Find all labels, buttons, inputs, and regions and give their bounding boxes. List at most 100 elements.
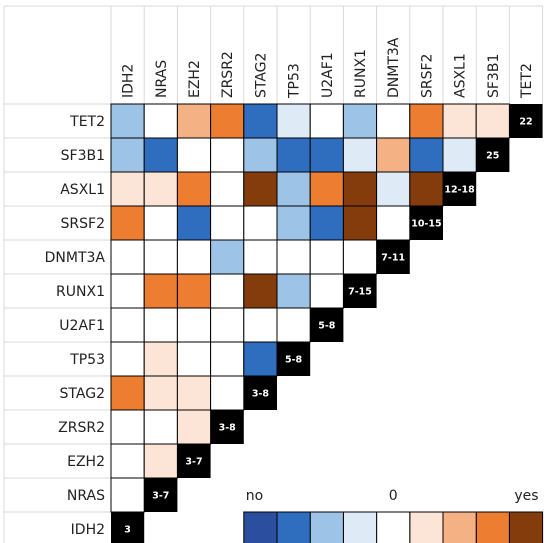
column-label: TET2 [519,63,535,99]
heatmap-cell [143,239,178,275]
legend-label-low: no [246,488,263,504]
legend-swatch [409,511,444,543]
heatmap-cell [409,137,444,173]
heatmap-cell [143,103,178,139]
legend-swatch [309,511,344,543]
heatmap-cell [243,341,278,377]
legend-swatch [342,511,378,543]
heatmap-cell [110,477,145,513]
diagonal-label: 7-15 [348,287,372,298]
heatmap-cell [276,205,311,241]
row-label: STAG2 [60,386,105,402]
heatmap-cell [176,307,212,343]
heatmap-cell [176,171,212,207]
heatmap-cell [309,239,344,275]
legend-swatch [376,511,411,543]
row-label: SF3B1 [61,148,105,164]
heatmap-cell [110,375,145,411]
column-label: SF3B1 [486,54,502,98]
column-label: EZH2 [187,60,203,98]
diagonal-label: 22 [519,117,532,128]
diagonal-label: 12-18 [444,185,475,196]
row-label: TP53 [69,352,105,368]
heatmap-cell [210,171,245,207]
diagonal-cell [343,274,377,308]
legend-swatch [442,511,477,543]
heatmap-cell [176,239,212,275]
heatmap-cell [243,239,278,275]
legend-label-high: yes [514,488,538,504]
heatmap-cell [243,307,278,343]
heatmap-cell [110,307,145,343]
heatmap-cell [342,103,378,139]
diagonal-label: 3-7 [185,457,202,468]
heatmap-cell [143,171,178,207]
legend-swatch [243,511,278,543]
diagonal-cell [509,104,543,138]
diagonal-label: 5-8 [285,355,303,366]
heatmap-cell [176,205,212,241]
diagonal-label: 3-8 [252,389,270,400]
heatmap-cell [276,273,311,309]
heatmap-cell [376,171,411,207]
diagonal-label: 3-8 [219,423,237,434]
diagonal-cell [443,172,477,206]
legend-swatch [475,511,510,543]
diagonal-label: 25 [486,151,499,162]
diagonal-label: 7-11 [381,253,405,264]
heatmap-cell [376,137,411,173]
heatmap-cell [176,341,212,377]
heatmap-cell [342,137,378,173]
heatmap-cell [210,375,245,411]
heatmap-cell [276,239,311,275]
row-label: RUNX1 [56,284,105,300]
heatmap-cell [176,409,212,445]
heatmap-cell [243,205,278,241]
row-label: IDH2 [71,522,105,538]
column-label: NRAS [154,60,170,98]
heatmap-cell [342,205,378,241]
heatmap-cell [110,409,145,445]
heatmap-cell [143,307,178,343]
heatmap-cell [243,137,278,173]
heatmap-cell [243,103,278,139]
heatmap-cell [176,375,212,411]
heatmap-cell [143,137,178,173]
diagonal-cell [144,478,178,512]
outer-grid [3,5,544,543]
heatmap-cell [342,171,378,207]
column-label: TP53 [287,63,303,99]
heatmap-cell [176,273,212,309]
heatmap-cell [376,103,411,139]
heatmap-cell [143,409,178,445]
column-label: IDH2 [121,64,137,98]
column-label: DNMT3A [386,37,402,98]
heatmap-cell [276,307,311,343]
diagonal-cell [243,376,277,410]
heatmap-cell [442,137,477,173]
heatmap-cell [110,273,145,309]
diagonal-cell [177,444,211,478]
heatmap-cell [309,171,344,207]
diagonal-cell [210,410,244,444]
column-label: RUNX1 [353,49,369,98]
diagonal-cells: 22 25 12-18 10-15 7-11 7-15 5-8 5-8 3-8 3-8 3-7 3-7… [111,104,543,543]
heatmap-cell [176,103,212,139]
heatmap-cell [342,239,378,275]
heatmap-cell [110,137,145,173]
heatmap-cell [210,239,245,275]
diagonal-cell [277,342,311,376]
heatmap-cell [309,273,344,309]
heatmap-cell [210,137,245,173]
diagonal-label: 3 [124,525,131,536]
heatmap-cell [143,443,178,479]
column-label: SRSF2 [419,54,435,98]
heatmap-cell [143,273,178,309]
heatmap-cell [210,103,245,139]
row-labels: TET2 SF3B1 ASXL1 SRSF2 DNMT3A RUNX1 U2AF1 TP53 S… [45,114,106,538]
heatmap-cell [143,205,178,241]
heatmap-cell [442,103,477,139]
heatmap-cell [143,375,178,411]
heatmap-cell [475,103,510,139]
heatmap-cell [210,341,245,377]
